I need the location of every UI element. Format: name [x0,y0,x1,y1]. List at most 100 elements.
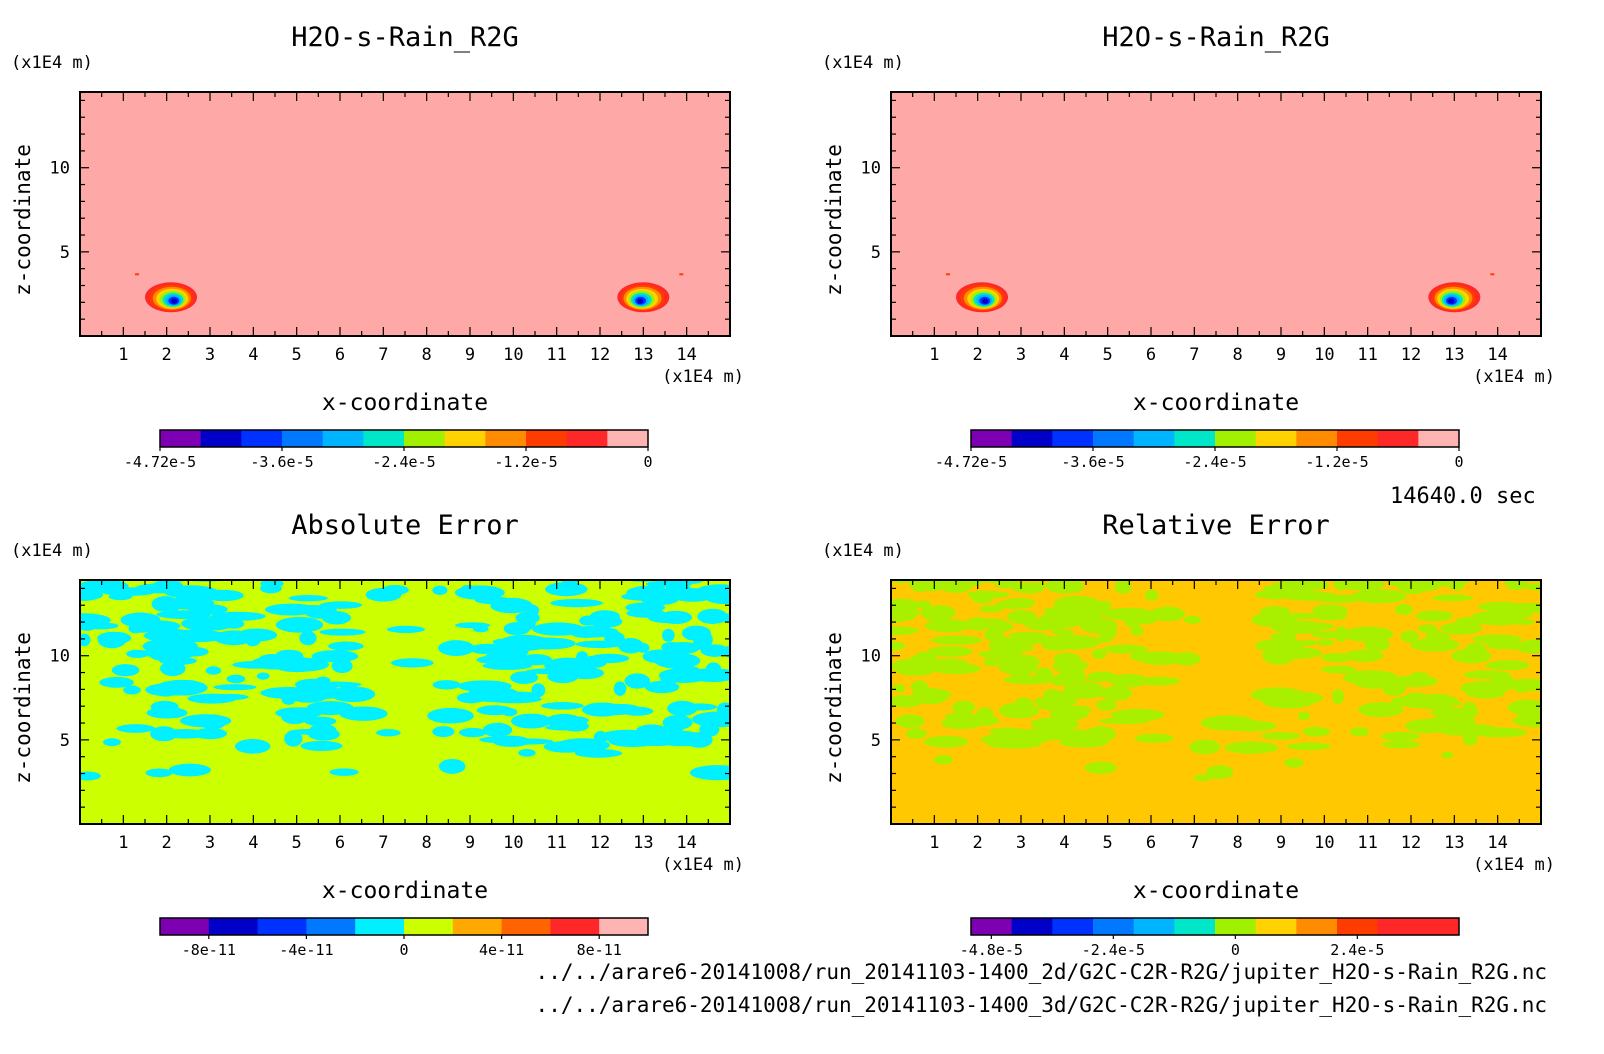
error-region [700,644,730,657]
colorbar-label: -2.4e-5 [1183,453,1246,471]
x-tick-label: 10 [503,833,523,853]
error-region [205,666,222,675]
error-region [574,748,623,758]
error-region [998,702,1040,719]
error-region [1007,600,1031,607]
colorbar-label: 0 [399,941,408,959]
colorbar-swatch [1052,430,1094,447]
error-region [532,622,585,636]
error-region [613,681,627,696]
colorbar-swatch [1215,430,1257,447]
x-tick-label: 3 [205,833,215,853]
error-region [1052,628,1075,636]
error-region [1110,708,1165,722]
error-region [1013,583,1044,594]
error-region [1284,758,1304,768]
error-region [330,686,376,703]
colorbar-label: -2.4e-5 [1082,941,1145,959]
error-region [909,580,932,593]
error-region [288,728,339,735]
error-region [624,673,651,689]
error-region [1286,742,1332,751]
error-region [390,658,434,668]
error-region [1056,690,1087,697]
error-region [260,580,284,588]
x-tick-label: 2 [973,345,983,365]
colorbar-swatch [599,918,649,935]
x-tick-label: 7 [378,833,388,853]
error-region [1342,670,1399,685]
error-region [1087,671,1116,682]
colorbar-label: 0 [1231,941,1240,959]
error-region [891,607,913,623]
error-region [1037,701,1073,711]
error-region [1476,612,1524,626]
error-region [150,726,178,742]
colorbar-label: 4e-11 [479,941,524,959]
error-region [1406,698,1462,708]
colorbar-swatch [1255,430,1297,447]
error-region [234,739,271,754]
error-region [1003,675,1055,685]
error-region [626,608,666,618]
x-tick-label: 8 [422,345,432,365]
colorbar-label: -3.6e-5 [1061,453,1124,471]
error-region [97,631,132,645]
error-region [203,589,244,602]
x-tick-label: 6 [1146,833,1156,853]
rain-speck [679,273,684,276]
error-region [988,727,1026,736]
error-region [1503,566,1549,578]
error-region [1282,620,1310,633]
error-region [525,668,580,675]
error-region [986,580,1008,581]
error-region [1052,660,1072,672]
x-tick-label: 5 [1103,345,1113,365]
error-region [1512,714,1541,728]
error-region [1024,617,1068,631]
x-axis-label: x-coordinate [322,878,488,904]
error-region [589,610,621,623]
x-tick-label: 7 [378,345,388,365]
x-tick-label: 14 [1487,345,1507,365]
colorbar-swatch [1174,430,1216,447]
colorbar-swatch [355,918,405,935]
x-tick-label: 10 [1314,345,1334,365]
x-tick-label: 4 [1059,345,1069,365]
error-region [1261,731,1301,740]
error-region [920,606,947,621]
x-tick-label: 8 [1233,345,1243,365]
colorbar-label: -8e-11 [182,941,236,959]
x-tick-label: 1 [929,833,939,853]
colorbar-swatch [1215,918,1257,935]
error-region [181,616,236,631]
error-region [432,726,455,738]
error-region [290,692,327,703]
error-region [1222,720,1277,732]
error-region [667,737,708,747]
error-region [1297,711,1310,721]
x-tick-label: 14 [676,833,696,853]
error-region [519,654,552,666]
y-tick-label: 5 [871,731,881,751]
x-tick-label: 3 [1016,833,1026,853]
x-tick-label: 3 [1016,345,1026,365]
error-region [576,651,589,664]
error-region [156,610,212,620]
error-region [1504,678,1541,691]
error-region [1320,653,1354,663]
error-region [145,768,173,778]
error-region [486,695,542,704]
error-region [1103,644,1148,654]
error-region [931,635,982,645]
colorbar-swatch [208,918,259,935]
error-region [222,567,273,576]
colorbar-swatch [501,918,551,935]
error-region [1334,626,1348,642]
y-axis-label: z-coordinate [11,144,35,296]
chart-title: H2O-s-Rain_R2G [1102,22,1330,53]
error-region [1441,751,1454,759]
error-region [1049,706,1089,721]
error-region [723,645,730,658]
x-tick-label: 7 [1189,345,1199,365]
